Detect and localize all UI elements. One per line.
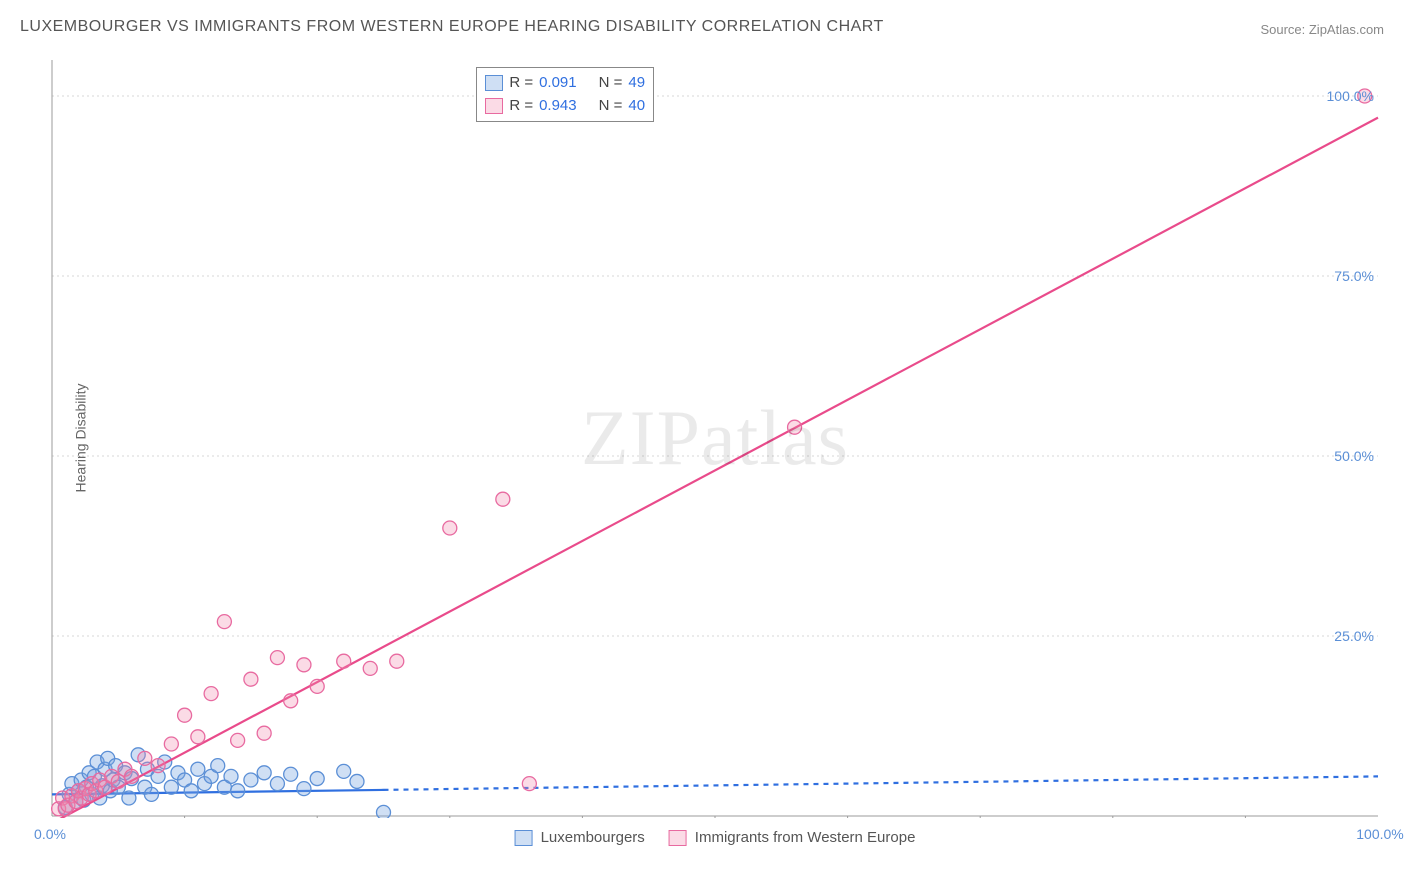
- legend-swatch-blue: [515, 830, 533, 846]
- bottom-legend: Luxembourgers Immigrants from Western Eu…: [515, 829, 916, 846]
- source-label: Source: ZipAtlas.com: [1260, 22, 1384, 37]
- correlation-stats-box: R =0.091N =49R =0.943N =40: [476, 67, 654, 122]
- legend-label-lux: Luxembourgers: [541, 829, 645, 846]
- plot-area: Hearing Disability ZIPatlas R =0.091N =4…: [50, 58, 1380, 818]
- y-tick: 50.0%: [1334, 448, 1374, 464]
- y-tick: 25.0%: [1334, 628, 1374, 644]
- legend-item-luxembourgers: Luxembourgers: [515, 829, 645, 846]
- y-tick: 75.0%: [1334, 268, 1374, 284]
- stats-row: R =0.943N =40: [485, 95, 645, 118]
- legend-swatch-pink: [669, 830, 687, 846]
- y-tick: 100.0%: [1327, 88, 1374, 104]
- legend-item-immigrants: Immigrants from Western Europe: [669, 829, 916, 846]
- stats-row: R =0.091N =49: [485, 72, 645, 95]
- x-tick-max: 100.0%: [1356, 826, 1403, 842]
- x-tick-min: 0.0%: [34, 826, 66, 842]
- legend-label-imm: Immigrants from Western Europe: [695, 829, 916, 846]
- chart-title: LUXEMBOURGER VS IMMIGRANTS FROM WESTERN …: [20, 18, 884, 36]
- scatter-plot-svg: [50, 58, 1380, 818]
- chart-container: LUXEMBOURGER VS IMMIGRANTS FROM WESTERN …: [0, 0, 1406, 892]
